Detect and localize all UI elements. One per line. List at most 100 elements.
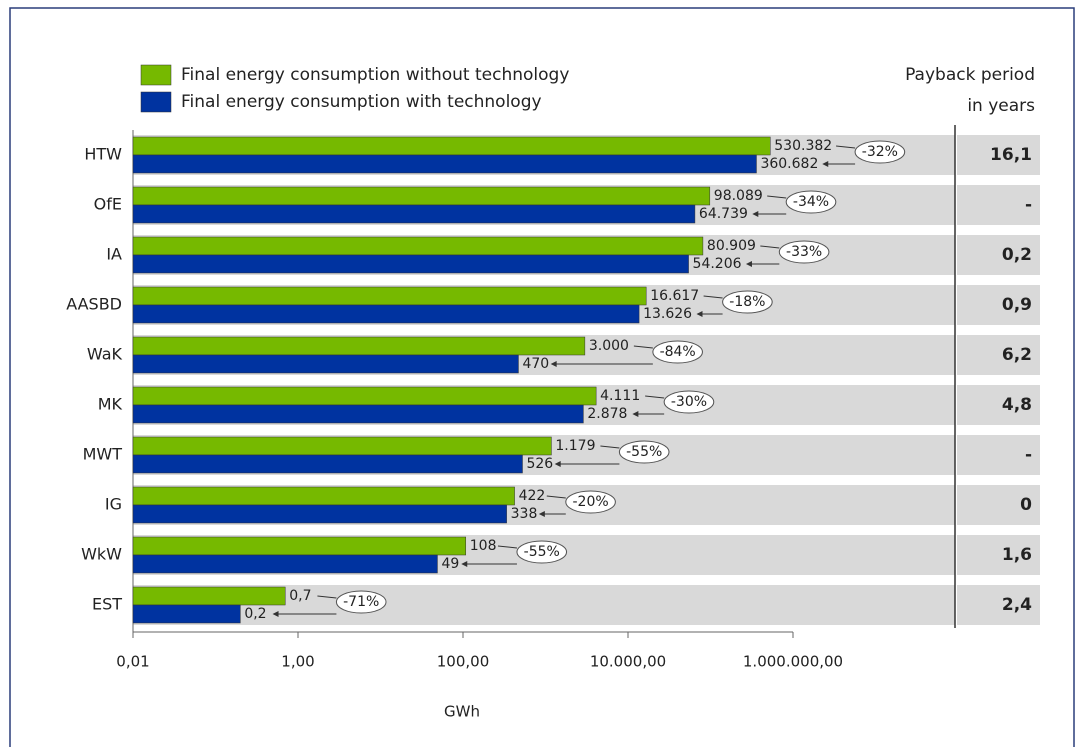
legend-label: Final energy consumption without technol… (181, 65, 569, 85)
reduction-label: -30% (671, 394, 707, 410)
y-tick-label: EST (92, 595, 122, 614)
frame (9, 7, 1075, 747)
reduction-bubble (335, 590, 387, 614)
bar (132, 236, 704, 256)
bar (132, 504, 507, 524)
row-band (957, 135, 1040, 175)
payback-title: in years (967, 96, 1035, 116)
reduction-bubble (663, 390, 715, 414)
data-label: 0,2 (244, 606, 266, 622)
reduction-bubble (722, 290, 773, 314)
x-tick-label: 1,00 (281, 653, 314, 671)
bar (132, 386, 597, 406)
row-band (957, 185, 1040, 225)
reduction-bubble (618, 440, 670, 464)
data-label: 1.179 (555, 438, 595, 454)
y-tick-label: MK (98, 395, 123, 414)
y-tick-label: WkW (81, 545, 122, 564)
leader (760, 245, 780, 249)
payback-value: 6,2 (1002, 345, 1032, 365)
payback-value: 2,4 (1002, 595, 1032, 615)
data-label: 4.111 (600, 388, 640, 404)
bar (132, 604, 241, 624)
bar (132, 436, 552, 456)
y-tick-label: IG (105, 495, 122, 514)
data-label: 80.909 (707, 238, 756, 254)
data-label: 98.089 (714, 188, 763, 204)
data-label: 16.617 (650, 288, 699, 304)
bar (132, 454, 523, 474)
reduction-bubble (565, 490, 616, 514)
data-label: 338 (511, 506, 538, 522)
data-label: 49 (441, 556, 459, 572)
leader (546, 495, 566, 499)
row-band (957, 585, 1040, 625)
bar (132, 536, 467, 556)
leader (836, 145, 856, 149)
y-tick-label: AASBD (66, 295, 122, 314)
payback-value: 0,2 (1002, 245, 1032, 265)
x-tick-label: 1.000.000,00 (743, 653, 843, 671)
bar (132, 554, 438, 574)
payback-value: 0 (1020, 495, 1032, 515)
bar (132, 404, 584, 424)
x-tick-label: 0,01 (116, 653, 149, 671)
data-label: 3.000 (589, 338, 629, 354)
data-label: 64.739 (699, 206, 748, 222)
x-tick-label: 100,00 (437, 653, 490, 671)
row-band (957, 535, 1040, 575)
payback-value: 1,6 (1002, 545, 1032, 565)
bar (132, 204, 696, 224)
row-band (957, 485, 1040, 525)
row-band (957, 285, 1040, 325)
reduction-label: -71% (343, 594, 379, 610)
leader (317, 595, 337, 599)
bar (132, 286, 647, 306)
payback-value: 4,8 (1002, 395, 1032, 415)
reduction-label: -55% (524, 544, 560, 560)
arrow-head (538, 511, 545, 517)
legend-label: Final energy consumption with technology (181, 92, 542, 112)
data-label: 530.382 (774, 138, 832, 154)
row-band (957, 335, 1040, 375)
leader (703, 295, 723, 299)
bar (132, 304, 640, 324)
y-tick-label: IA (106, 245, 122, 264)
arrow-head (272, 611, 279, 617)
arrow-head (550, 361, 557, 367)
arrow-head (554, 461, 561, 467)
payback-value: 16,1 (990, 145, 1032, 165)
payback-value: - (1025, 445, 1032, 465)
reduction-bubble (854, 140, 906, 164)
data-label: 470 (522, 356, 549, 372)
reduction-bubble (785, 190, 837, 214)
bar (132, 136, 771, 156)
row-band (957, 385, 1040, 425)
row-band (957, 235, 1040, 275)
reduction-bubble (778, 240, 830, 264)
legend-swatch (140, 91, 172, 113)
arrow-head (822, 161, 829, 167)
leader (600, 445, 620, 449)
data-label: 526 (526, 456, 553, 472)
arrow-head (752, 211, 759, 217)
y-tick-label: OfE (94, 195, 122, 214)
bar (132, 486, 515, 506)
leader (497, 545, 518, 549)
arrow-head (632, 411, 639, 417)
bar (132, 586, 286, 606)
data-label: 54.206 (693, 256, 742, 272)
row-band (957, 435, 1040, 475)
bar (132, 154, 757, 174)
reduction-label: -34% (793, 194, 829, 210)
leader (767, 195, 787, 199)
arrow-head (696, 311, 703, 317)
reduction-label: -20% (573, 494, 609, 510)
bar (132, 336, 586, 356)
arrow-head (461, 561, 468, 567)
reduction-bubble (652, 340, 703, 364)
reduction-label: -32% (862, 144, 898, 160)
payback-value: 0,9 (1002, 295, 1032, 315)
y-tick-label: WaK (87, 345, 123, 364)
